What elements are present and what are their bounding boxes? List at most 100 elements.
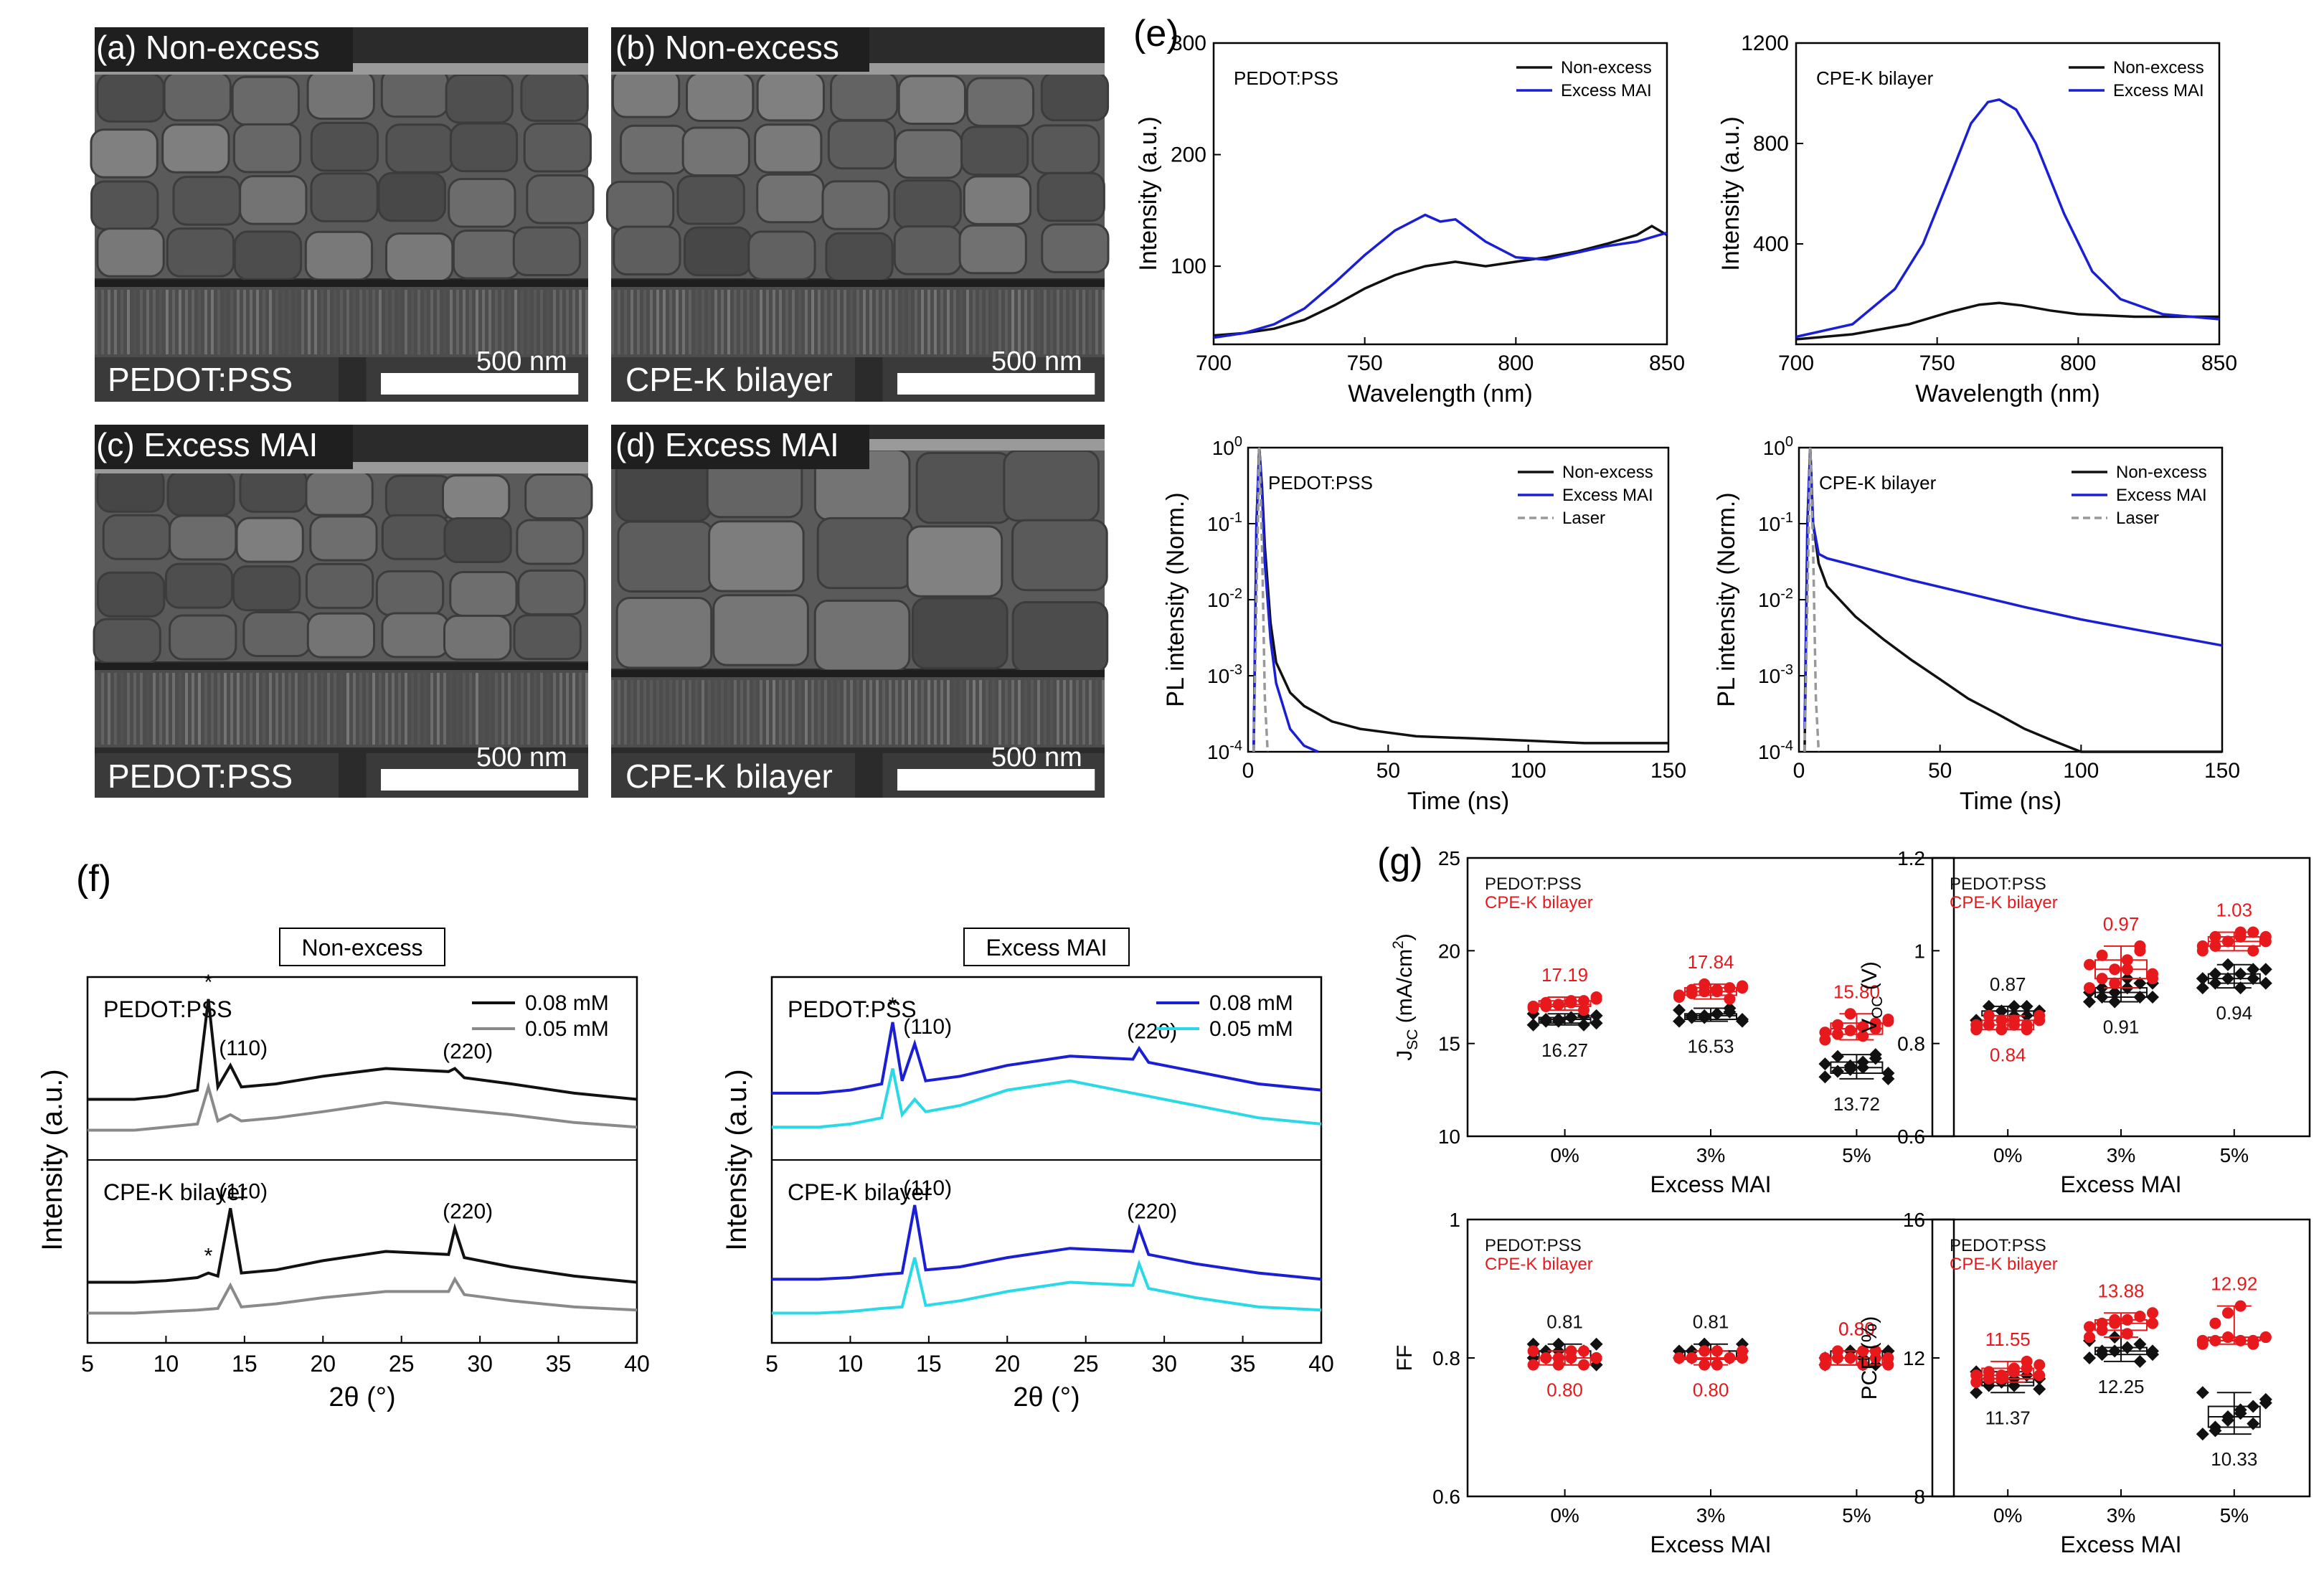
substrate-column [443, 290, 446, 354]
substrate-column [740, 680, 743, 745]
x-tick-label: 35 [546, 1351, 572, 1377]
substrate-column [986, 290, 988, 354]
substrate-column [695, 680, 698, 745]
grain [232, 123, 302, 174]
y-tick-label: 10-2 [1207, 586, 1242, 611]
data-point-pedot [2234, 1403, 2247, 1417]
grain [619, 124, 689, 175]
legend-label: 0.05 mM [525, 1017, 609, 1041]
data-point-pedot [2095, 1344, 2109, 1358]
data-point-pedot [1869, 1048, 1882, 1062]
data-point-cpe [2196, 1334, 2209, 1346]
substrate-column [908, 290, 911, 354]
data-point-pedot [1577, 1018, 1590, 1032]
y-tick-label: 100 [1171, 255, 1206, 278]
data-point-pedot [1710, 1007, 1724, 1021]
data-point-pedot [1995, 1004, 2008, 1018]
substrate-column [669, 290, 672, 354]
grain [893, 225, 963, 275]
substrate-column [301, 290, 304, 354]
data-point-pedot [2146, 991, 2159, 1004]
x-tick-label: 0 [1793, 759, 1805, 783]
x-tick-label: 30 [1151, 1351, 1177, 1377]
substrate-column [301, 673, 304, 745]
data-point-pedot [1526, 1018, 1540, 1032]
substrate-column [753, 680, 756, 745]
substrate-column [501, 290, 504, 354]
data-point-cpe [1995, 1014, 2008, 1027]
grain [756, 71, 825, 122]
mean-label: 0.80 [1838, 1318, 1875, 1339]
grain [516, 519, 585, 565]
sem-d-title: (d) Excess MAI [615, 426, 839, 463]
data-point-cpe [2259, 1331, 2272, 1344]
grain [443, 517, 512, 564]
x-axis-label: 2θ (°) [329, 1382, 395, 1412]
data-point-cpe [1882, 1352, 1894, 1364]
x-tick-label: 15 [916, 1351, 942, 1377]
sem-c-title: (c) Excess MAI [96, 426, 318, 463]
substrate-column [366, 673, 369, 745]
y-tick-label: 10-1 [1207, 510, 1242, 535]
grain [310, 172, 379, 222]
grain [310, 121, 379, 172]
x-tick-label: 20 [994, 1351, 1020, 1377]
grain [239, 175, 308, 225]
substrate-column [721, 290, 724, 354]
peak-annotation: (110) [219, 1179, 268, 1203]
grain [958, 224, 1027, 275]
data-point-pedot [1843, 1062, 1857, 1076]
substrate-column [695, 290, 698, 354]
data-point-cpe [2034, 1009, 2046, 1022]
substrate-column [689, 680, 691, 745]
substrate-column [153, 290, 156, 354]
substrate-column [121, 673, 123, 745]
grain [305, 562, 374, 609]
x-tick-label: 5% [1842, 1504, 1871, 1527]
substrate-column [263, 290, 265, 354]
legend-label: Non-excess [1561, 58, 1652, 77]
substrate-column [1089, 290, 1092, 354]
substrate-column [230, 673, 233, 745]
data-point-cpe [1869, 1022, 1881, 1034]
mean-label: 0.81 [1546, 1311, 1583, 1333]
substrate-column [1005, 290, 1008, 354]
x-tick-label: 20 [310, 1351, 336, 1377]
data-point-pedot [1831, 1065, 1844, 1078]
layer-label-bar [95, 753, 339, 798]
interface-line [611, 670, 1105, 677]
y-tick-label: 300 [1171, 32, 1206, 55]
substrate-column [798, 290, 801, 354]
substrate-column [682, 290, 685, 354]
data-point-cpe [1540, 1352, 1552, 1364]
substrate-column [630, 680, 633, 745]
substrate-column [643, 290, 646, 354]
y-axis-label: FF [1393, 1345, 1417, 1372]
substrate-column [159, 290, 162, 354]
peak-annotation: * [204, 971, 213, 994]
substrate-column [159, 673, 162, 745]
substrate-column [831, 680, 833, 745]
data-point-cpe [2008, 1362, 2020, 1374]
scale-bar [381, 373, 579, 395]
substrate-column [727, 290, 730, 354]
data-point-cpe [2196, 940, 2209, 952]
grain [512, 226, 581, 277]
substrate-column [256, 673, 259, 745]
data-point-cpe [1590, 991, 1602, 1003]
grain [906, 525, 1003, 598]
substrate-column [133, 673, 136, 745]
legend-label-cpe: CPE-K bilayer [1950, 1255, 2058, 1274]
data-point-cpe [1578, 1004, 1590, 1016]
sem-d-scale: 500 nm [991, 742, 1082, 773]
substrate-column [773, 680, 775, 745]
substrate-column [1037, 680, 1040, 745]
panel-label-f: (f) [76, 858, 111, 900]
mean-label: 0.87 [1990, 973, 2026, 995]
substrate-column [1044, 680, 1047, 745]
data-point-cpe [1844, 1008, 1856, 1020]
legend-label-cpe: CPE-K bilayer [1485, 893, 1593, 912]
substrate-column [488, 673, 491, 745]
substrate-column [514, 673, 517, 745]
substrate-column [863, 680, 866, 745]
